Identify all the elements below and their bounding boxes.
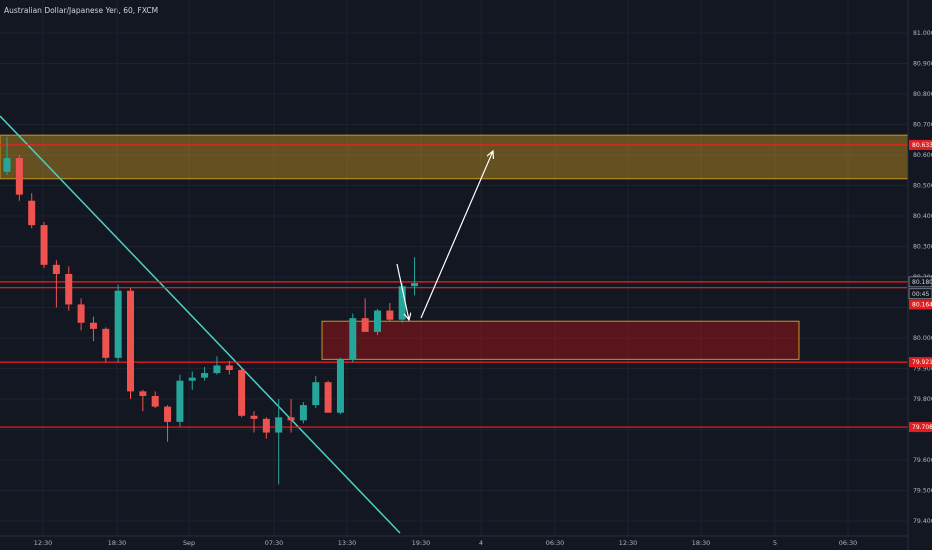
x-tick-label: 07:30 [265,539,283,547]
x-tick-label: 4 [479,539,483,547]
candle-body [299,405,307,421]
x-tick-label: 18:30 [108,539,126,547]
candle-body [139,391,147,396]
candle-body [411,283,419,287]
candle-body [275,417,283,433]
price-tag-label: 80.164 [912,301,932,308]
candle-body [225,365,233,371]
candle-body [188,377,196,381]
x-tick-label: 06:30 [839,539,857,547]
candle-body [287,417,295,421]
y-tick-label: 80.600 [913,152,932,159]
y-tick-label: 79.600 [913,457,932,464]
candle-body [386,310,394,320]
y-tick-label: 81.000 [913,30,932,37]
candle-body [102,328,110,358]
y-tick-label: 80.400 [913,213,932,220]
x-tick-label: 12:30 [619,539,637,547]
candle-body [398,286,406,320]
chart-title: Australian Dollar/Japanese Yen, 60, FXCM [4,6,159,15]
candle-body [374,310,381,332]
x-tick-label: Sep [183,539,195,547]
zone-lower [321,320,800,360]
time-axis [0,536,908,550]
candle-body [77,304,85,323]
trend-line [0,115,401,534]
y-tick-label: 79.900 [913,366,932,373]
x-tick-label: 19:30 [412,539,430,547]
price-tag-label: 80.633 [912,142,932,149]
y-tick-label: 80.700 [913,122,932,129]
price-tag-label: 79.708 [912,424,932,431]
x-tick-label: 5 [773,539,777,547]
candle-body [114,290,122,358]
candle-body [164,406,172,422]
y-tick-label: 80.900 [913,61,932,68]
arrow-up [420,151,493,319]
candle-body [127,290,134,392]
y-tick-label: 80.500 [913,183,932,190]
candle-body [262,418,270,433]
candle-body [361,318,369,332]
y-tick-label: 80.800 [913,91,932,98]
price-tag-label: 00:45 [912,291,929,298]
x-tick-label: 18:30 [692,539,710,547]
y-tick-label: 79.500 [913,488,932,495]
price-tag [908,288,932,300]
y-tick-label: 80.000 [913,335,932,342]
candle-body [52,264,60,274]
candle-body [238,370,246,416]
candle-body [336,359,344,413]
x-tick-label: 12:30 [34,539,52,547]
candle-body [89,322,97,329]
candle-body [213,365,221,374]
price-tag-label: 79.921 [912,359,932,366]
y-tick-label: 79.800 [913,396,932,403]
candle-body [312,382,320,406]
candle-body [15,158,23,195]
price-tag [909,357,932,368]
candle-body [3,158,11,172]
price-tag [909,422,932,433]
y-tick-label: 79.400 [913,518,932,525]
candle-body [28,200,36,226]
zone-upper [0,134,909,180]
candle-body [201,373,209,378]
price-axis [908,0,932,550]
arrow-down [396,263,409,320]
candle-body [176,380,184,422]
candle-body [324,382,332,413]
price-tag-label: 80.180 [912,279,932,286]
candle-body [151,395,159,407]
candle-body [250,415,258,419]
price-tag [909,139,932,150]
candle-body [65,273,73,305]
x-tick-label: 06:30 [546,539,564,547]
candle-body [40,225,48,265]
price-tag [908,276,932,288]
x-tick-label: 13:30 [338,539,356,547]
candle-body [349,318,357,360]
y-tick-label: 80.300 [913,244,932,251]
price-tag [909,299,932,310]
